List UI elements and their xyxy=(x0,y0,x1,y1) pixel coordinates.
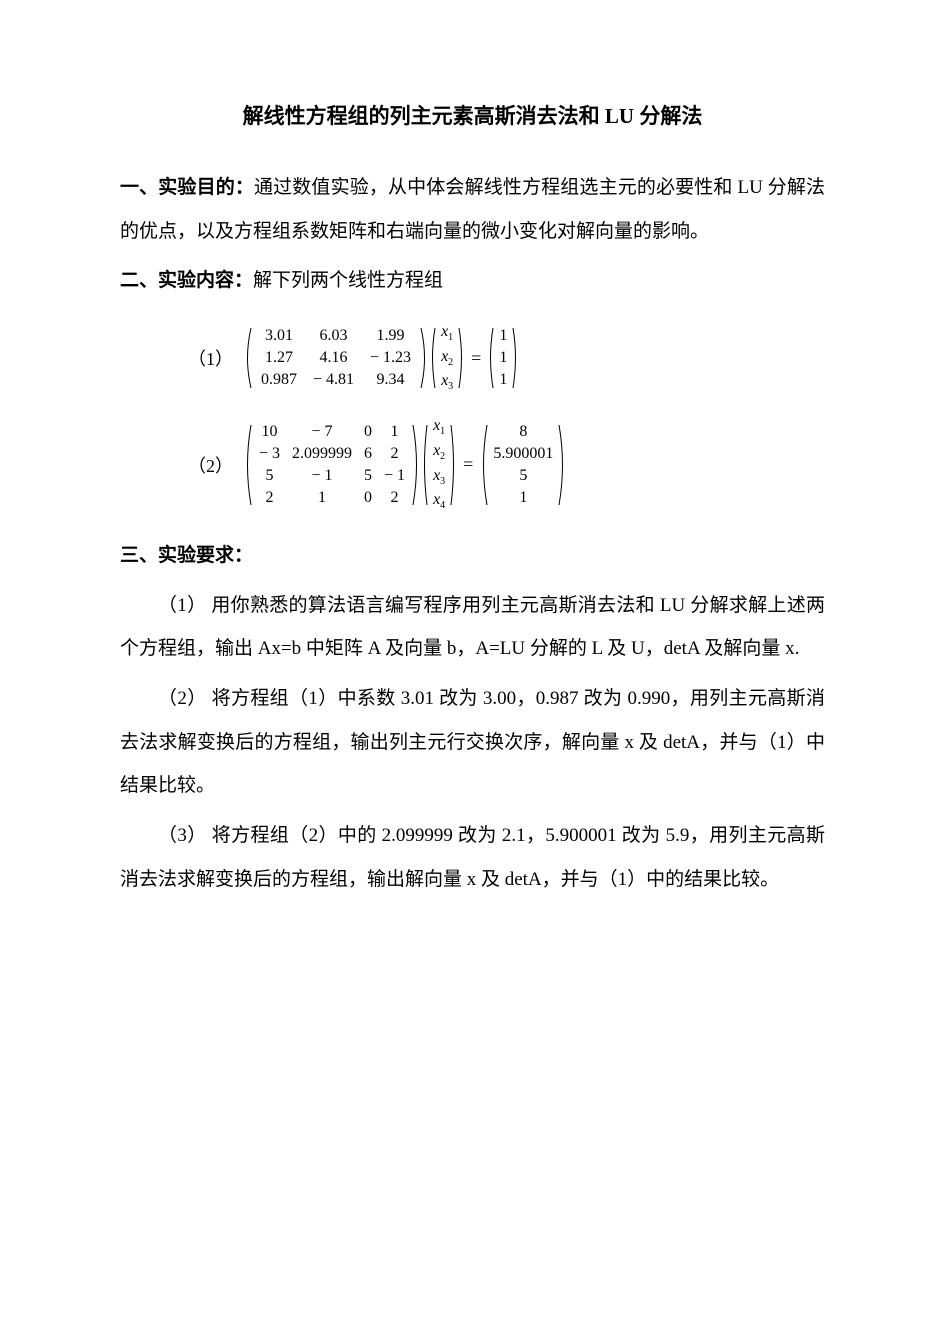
eq2-lparen-b xyxy=(479,424,489,506)
section-2-body: 解下列两个线性方程组 xyxy=(253,270,443,291)
eq2-number: （2） xyxy=(188,452,233,478)
document-page: 解线性方程组的列主元素高斯消去法和 LU 分解法 一、实验目的：通过数值实验，从… xyxy=(0,0,945,981)
eq1-rparen-x xyxy=(457,327,465,389)
eq2-rparen-A xyxy=(411,424,421,506)
eq1-vector-x: x1 x2 x3 xyxy=(437,321,457,395)
eq1-number: （1） xyxy=(188,345,233,371)
section-1-label: 一、实验目的： xyxy=(120,177,254,198)
page-title: 解线性方程组的列主元素高斯消去法和 LU 分解法 xyxy=(120,100,825,130)
section-1: 一、实验目的：通过数值实验，从中体会解线性方程组选主元的必要性和 LU 分解法的… xyxy=(120,166,825,253)
eq1-lparen-b xyxy=(487,327,495,389)
equals-sign: = xyxy=(471,348,481,369)
eq2-vector-b: 8 5.900001 5 1 xyxy=(489,421,557,509)
eq1-vector-b: 1 1 1 xyxy=(495,325,511,391)
eq2-rparen-x xyxy=(449,424,457,506)
requirement-2: （2） 将方程组（1）中系数 3.01 改为 3.00，0.987 改为 0.9… xyxy=(120,677,825,808)
eq1-rparen-A xyxy=(419,327,429,389)
eq2-lparen-x xyxy=(421,424,429,506)
eq2-rparen-b xyxy=(557,424,567,506)
equation-1: （1） 3.016.031.99 1.274.16− 1.23 0.987− 4… xyxy=(120,321,825,514)
section-2-label: 二、实验内容： xyxy=(120,270,253,291)
requirement-3: （3） 将方程组（2）中的 2.099999 改为 2.1，5.900001 改… xyxy=(120,814,825,901)
section-3-label: 三、实验要求： xyxy=(120,545,253,566)
requirement-1: （1） 用你熟悉的算法语言编写程序用列主元高斯消去法和 LU 分解求解上述两个方… xyxy=(120,584,825,671)
eq1-rparen-b xyxy=(511,327,519,389)
eq2-matrix-A: 10− 701 − 32.09999962 5− 15− 1 2102 xyxy=(253,421,411,509)
eq1-lparen-x xyxy=(429,327,437,389)
section-2: 二、实验内容：解下列两个线性方程组 xyxy=(120,259,825,303)
eq1-matrix-A: 3.016.031.99 1.274.16− 1.23 0.987− 4.819… xyxy=(253,325,419,391)
eq2-vector-x: x1 x2 x3 x4 xyxy=(429,415,449,514)
eq1-lparen-A xyxy=(243,327,253,389)
eq2-lparen-A xyxy=(243,424,253,506)
equals-sign: = xyxy=(463,454,473,475)
section-3: 三、实验要求： xyxy=(120,534,825,578)
